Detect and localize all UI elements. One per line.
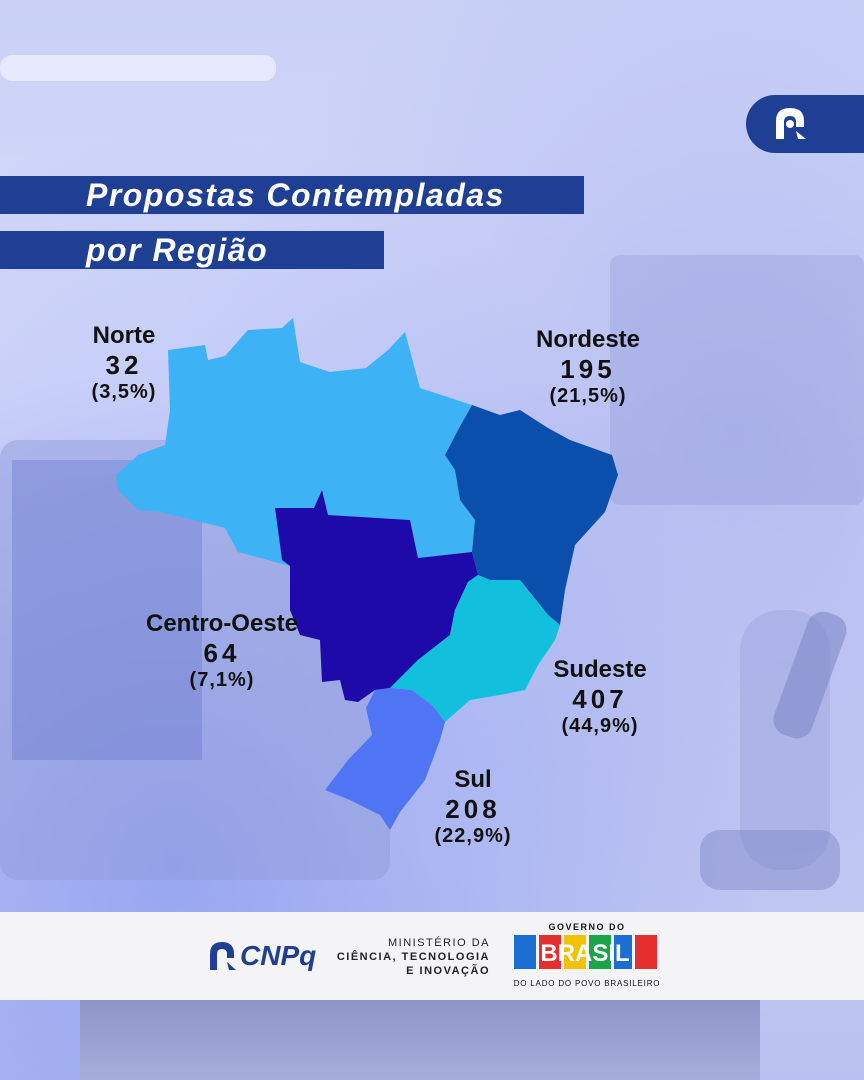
brasil-wordmark: BRASIL — [514, 935, 657, 969]
region-sudeste — [390, 575, 560, 722]
ministerio-line: CIÊNCIA, TECNOLOGIA — [336, 951, 490, 963]
region-value: 407 — [572, 684, 628, 714]
region-value: 32 — [105, 350, 143, 380]
gov-slogan: DO LADO DO POVO BRASILEIRO — [513, 979, 661, 988]
ministerio-logo: MINISTÉRIO DA CIÊNCIA, TECNOLOGIA E INOV… — [330, 936, 490, 978]
region-name: Nordeste — [535, 326, 641, 353]
region-value: 208 — [445, 794, 501, 824]
region-percentage: (3,5%) — [91, 381, 157, 403]
cnpq-logo: CNPq — [204, 938, 316, 974]
governo-brasil-logo: GOVERNO DO BRASIL DO LADO DO POVO BRASIL… — [512, 922, 662, 988]
region-name: Sudeste — [553, 656, 647, 683]
cnpq-head-icon — [776, 108, 806, 139]
region-percentage: (22,9%) — [434, 825, 512, 847]
region-percentage: (44,9%) — [561, 715, 639, 737]
cnpq-logo-icon — [210, 942, 236, 970]
background-keyboard — [80, 1000, 760, 1080]
footer-logos: CNPq MINISTÉRIO DA CIÊNCIA, TECNOLOGIA E… — [0, 912, 864, 1000]
ministerio-line: MINISTÉRIO DA — [387, 937, 490, 949]
region-centro-oeste — [275, 490, 478, 702]
region-percentage: (7,1%) — [189, 669, 255, 691]
title-line-1: Propostas Contempladas — [0, 176, 584, 214]
label-centro-oeste: Centro-Oeste 64 (7,1%) — [132, 610, 312, 692]
label-sudeste: Sudeste 407 (44,9%) — [540, 656, 660, 738]
region-name: Sul — [454, 766, 492, 793]
region-nordeste — [445, 405, 618, 625]
label-sul: Sul 208 (22,9%) — [418, 766, 528, 848]
brasil-wordmark-text: BRASIL — [540, 940, 629, 967]
title-line-2: por Região — [0, 231, 384, 269]
region-name: Centro-Oeste — [145, 610, 299, 637]
region-value: 195 — [560, 354, 616, 384]
region-sul — [325, 688, 445, 830]
gov-top-text: GOVERNO DO — [548, 922, 626, 932]
region-value: 64 — [203, 638, 241, 668]
region-percentage: (21,5%) — [549, 385, 627, 407]
label-nordeste: Nordeste 195 (21,5%) — [520, 326, 656, 408]
ministerio-line: E INOVAÇÃO — [406, 965, 490, 977]
region-name: Norte — [92, 322, 156, 349]
region-norte — [116, 318, 475, 566]
label-norte: Norte 32 (3,5%) — [72, 322, 176, 404]
cnpq-badge — [746, 95, 864, 153]
cnpq-logo-text: CNPq — [240, 940, 317, 971]
